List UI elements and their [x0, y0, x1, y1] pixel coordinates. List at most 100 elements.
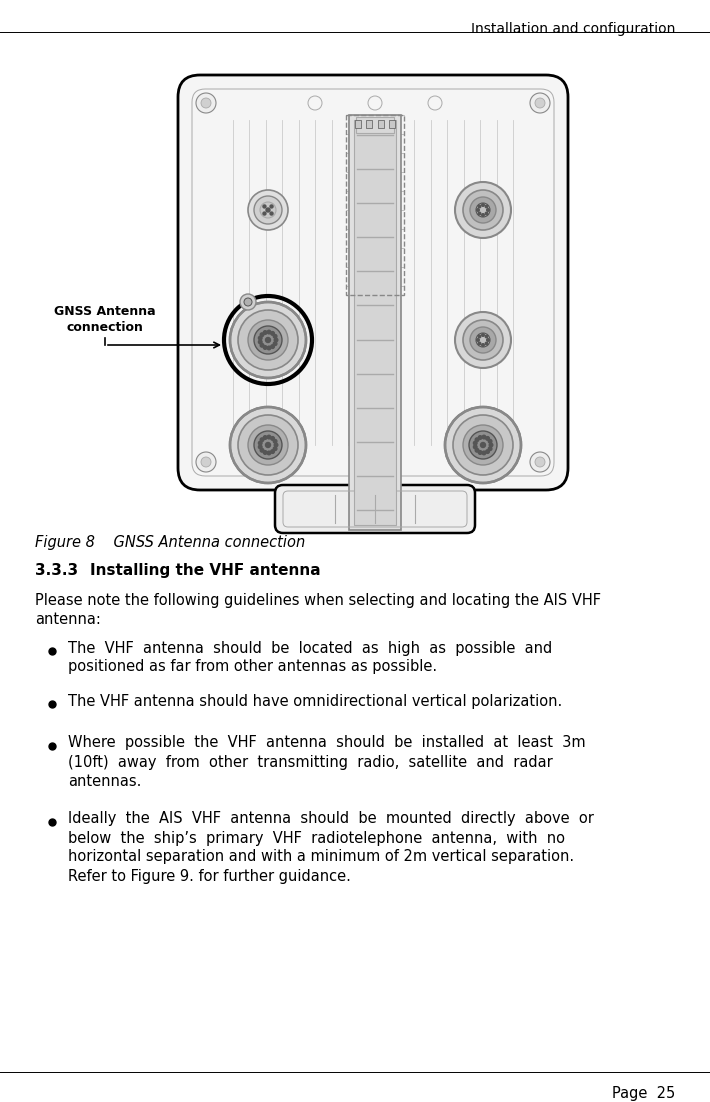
- Text: 3.3.3: 3.3.3: [35, 563, 78, 579]
- Circle shape: [474, 445, 477, 449]
- Bar: [346, 115, 404, 295]
- Circle shape: [196, 93, 216, 114]
- Circle shape: [481, 204, 484, 206]
- Circle shape: [481, 214, 484, 216]
- Circle shape: [481, 344, 484, 346]
- Circle shape: [455, 182, 511, 238]
- Circle shape: [271, 332, 274, 335]
- Circle shape: [481, 443, 486, 447]
- Circle shape: [463, 190, 503, 230]
- Circle shape: [486, 436, 489, 440]
- Circle shape: [482, 435, 486, 439]
- Circle shape: [274, 338, 278, 342]
- Circle shape: [481, 334, 484, 336]
- Circle shape: [238, 310, 298, 370]
- Text: (10ft)  away  from  other  transmitting  radio,  satellite  and  radar: (10ft) away from other transmitting radi…: [68, 755, 553, 769]
- Circle shape: [260, 333, 264, 336]
- FancyBboxPatch shape: [275, 485, 475, 533]
- Text: Please note the following guidelines when selecting and locating the AIS VHF: Please note the following guidelines whe…: [35, 593, 601, 608]
- Circle shape: [476, 338, 479, 342]
- Circle shape: [196, 452, 216, 472]
- Circle shape: [445, 407, 521, 483]
- Circle shape: [474, 441, 477, 445]
- Circle shape: [463, 320, 503, 360]
- Circle shape: [489, 443, 493, 446]
- Text: positioned as far from other antennas as possible.: positioned as far from other antennas as…: [68, 659, 437, 674]
- Circle shape: [463, 425, 503, 465]
- Text: Refer to Figure 9. for further guidance.: Refer to Figure 9. for further guidance.: [68, 868, 351, 884]
- Text: GNSS Antenna: GNSS Antenna: [54, 305, 155, 318]
- Circle shape: [230, 302, 306, 378]
- FancyBboxPatch shape: [178, 75, 568, 490]
- Text: Installation and configuration: Installation and configuration: [471, 22, 675, 36]
- Circle shape: [254, 431, 282, 460]
- Circle shape: [478, 213, 481, 215]
- Circle shape: [271, 450, 274, 453]
- Circle shape: [478, 343, 481, 345]
- Circle shape: [260, 202, 276, 218]
- Circle shape: [258, 341, 262, 344]
- Circle shape: [263, 331, 267, 334]
- Circle shape: [488, 447, 492, 451]
- Text: The VHF antenna should have omnidirectional vertical polarization.: The VHF antenna should have omnidirectio…: [68, 693, 562, 709]
- Circle shape: [267, 451, 271, 455]
- Circle shape: [478, 205, 481, 208]
- Text: Installing the VHF antenna: Installing the VHF antenna: [90, 563, 321, 579]
- Circle shape: [476, 208, 479, 212]
- Text: Figure 8: Figure 8: [35, 534, 95, 550]
- Text: Where  possible  the  VHF  antenna  should  be  installed  at  least  3m: Where possible the VHF antenna should be…: [68, 735, 586, 750]
- Circle shape: [273, 342, 277, 346]
- Circle shape: [260, 449, 264, 452]
- Bar: [354, 120, 396, 525]
- Text: antenna:: antenna:: [35, 612, 101, 627]
- Circle shape: [488, 440, 492, 443]
- Circle shape: [270, 212, 273, 215]
- Circle shape: [485, 213, 488, 215]
- Circle shape: [201, 457, 211, 467]
- Circle shape: [267, 346, 271, 349]
- Circle shape: [266, 443, 271, 447]
- Circle shape: [244, 298, 252, 306]
- Circle shape: [254, 326, 282, 354]
- Circle shape: [485, 205, 488, 208]
- Circle shape: [263, 212, 266, 215]
- Text: GNSS Antenna connection: GNSS Antenna connection: [95, 534, 305, 550]
- Circle shape: [248, 425, 288, 465]
- Circle shape: [478, 335, 481, 338]
- Circle shape: [240, 294, 256, 310]
- Circle shape: [248, 190, 288, 230]
- Circle shape: [263, 346, 267, 349]
- Circle shape: [270, 205, 273, 208]
- Circle shape: [476, 203, 490, 217]
- Circle shape: [263, 205, 266, 208]
- Text: connection: connection: [67, 321, 143, 334]
- Bar: [389, 120, 395, 128]
- Circle shape: [260, 437, 264, 442]
- Circle shape: [479, 451, 482, 454]
- Circle shape: [485, 343, 488, 345]
- Circle shape: [530, 93, 550, 114]
- Circle shape: [530, 452, 550, 472]
- Circle shape: [486, 450, 489, 453]
- Circle shape: [475, 437, 479, 442]
- Circle shape: [271, 436, 274, 440]
- Circle shape: [263, 435, 267, 440]
- Text: below  the  ship’s  primary  VHF  radiotelephone  antenna,  with  no: below the ship’s primary VHF radioteleph…: [68, 831, 565, 845]
- Circle shape: [238, 415, 298, 475]
- Circle shape: [266, 337, 271, 343]
- Bar: [366, 120, 372, 128]
- Circle shape: [486, 338, 489, 342]
- Bar: [349, 115, 401, 530]
- Circle shape: [470, 327, 496, 353]
- Circle shape: [266, 208, 270, 212]
- Circle shape: [258, 441, 262, 445]
- Text: Page  25: Page 25: [612, 1085, 675, 1101]
- Text: Ideally  the  AIS  VHF  antenna  should  be  mounted  directly  above  or: Ideally the AIS VHF antenna should be mo…: [68, 811, 594, 826]
- Circle shape: [271, 345, 274, 348]
- Text: horizontal separation and with a minimum of 2m vertical separation.: horizontal separation and with a minimum…: [68, 850, 574, 864]
- Circle shape: [486, 208, 489, 212]
- Circle shape: [485, 335, 488, 338]
- Circle shape: [263, 451, 267, 454]
- Circle shape: [273, 335, 277, 338]
- Circle shape: [476, 333, 490, 347]
